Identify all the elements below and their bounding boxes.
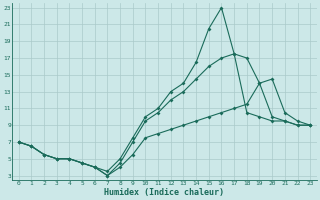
X-axis label: Humidex (Indice chaleur): Humidex (Indice chaleur) (104, 188, 224, 197)
